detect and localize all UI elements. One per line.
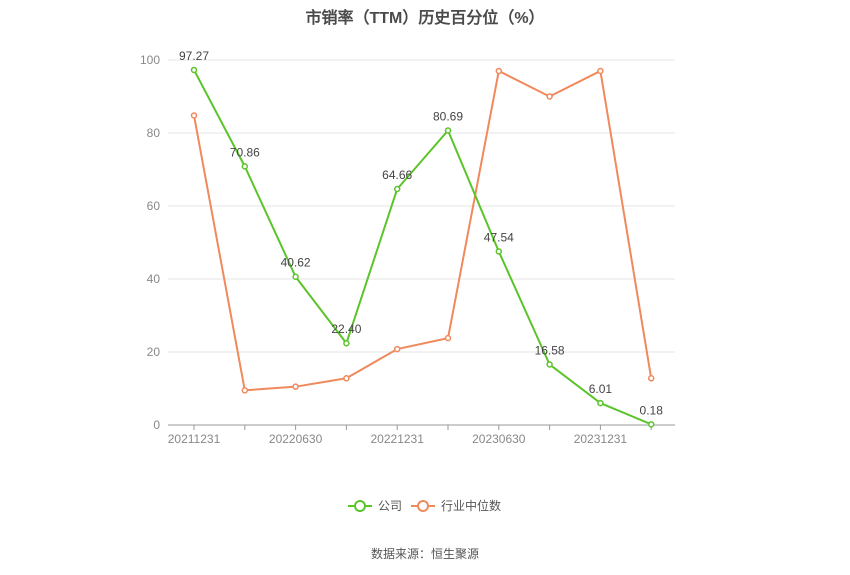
legend-item-industry-median: 行业中位数 bbox=[411, 498, 501, 513]
data-point-company bbox=[343, 339, 350, 347]
data-point-industry-median bbox=[647, 375, 655, 382]
data-point-industry-median bbox=[444, 334, 452, 342]
data-point-industry-median bbox=[190, 112, 198, 119]
data-label: 16.58 bbox=[535, 343, 565, 357]
data-label: 97.27 bbox=[179, 49, 209, 63]
data-point-company bbox=[597, 399, 604, 407]
legend-label: 公司 bbox=[378, 499, 402, 513]
series-line-company bbox=[193, 69, 652, 426]
data-point-industry-median bbox=[495, 67, 503, 75]
data-point-industry-median bbox=[393, 345, 401, 353]
y-tick-label: 100 bbox=[140, 53, 160, 67]
series-line-industry-median bbox=[193, 69, 653, 392]
data-point-industry-median bbox=[292, 383, 299, 390]
data-label: 22.40 bbox=[331, 322, 361, 336]
data-point-company bbox=[190, 66, 198, 74]
data-point-company bbox=[495, 248, 503, 255]
data-point-company bbox=[292, 273, 299, 280]
data-label: 40.62 bbox=[281, 256, 311, 270]
data-point-company bbox=[393, 185, 401, 193]
data-label: 70.86 bbox=[230, 145, 260, 159]
legend: 公司 行业中位数 bbox=[348, 498, 501, 513]
y-tick-label: 0 bbox=[153, 418, 160, 432]
data-label: 6.01 bbox=[589, 382, 613, 396]
x-tick-label: 20231231 bbox=[574, 432, 628, 446]
legend-label: 行业中位数 bbox=[441, 498, 501, 513]
y-tick-label: 20 bbox=[147, 345, 161, 359]
legend-item-company: 公司 bbox=[348, 499, 402, 513]
data-point-company bbox=[546, 361, 553, 368]
legend-marker-icon bbox=[354, 500, 366, 512]
legend-marker-icon bbox=[417, 500, 429, 512]
data-label: 47.54 bbox=[484, 230, 514, 244]
data-label: 80.69 bbox=[433, 109, 463, 123]
data-point-industry-median bbox=[597, 67, 604, 75]
data-label: 0.18 bbox=[640, 403, 664, 417]
data-source-note: 数据来源：恒生聚源 bbox=[370, 547, 479, 561]
x-tick-label: 20230630 bbox=[472, 432, 526, 446]
y-tick-label: 60 bbox=[147, 199, 161, 213]
x-tick-label: 20221231 bbox=[371, 432, 425, 446]
x-tick-label: 20220630 bbox=[269, 432, 323, 446]
chart-title: 市销率（TTM）历史百分位（%） bbox=[305, 10, 545, 27]
y-tick-label: 80 bbox=[147, 126, 161, 140]
y-tick-label: 40 bbox=[147, 272, 161, 286]
data-point-industry-median bbox=[343, 375, 350, 382]
data-point-company bbox=[647, 421, 655, 428]
data-point-industry-median bbox=[546, 93, 553, 100]
data-point-industry-median bbox=[241, 387, 249, 394]
data-point-company bbox=[444, 127, 452, 134]
data-label: 64.66 bbox=[382, 168, 412, 182]
data-point-company bbox=[241, 163, 249, 170]
x-tick-label: 20211231 bbox=[168, 432, 221, 446]
